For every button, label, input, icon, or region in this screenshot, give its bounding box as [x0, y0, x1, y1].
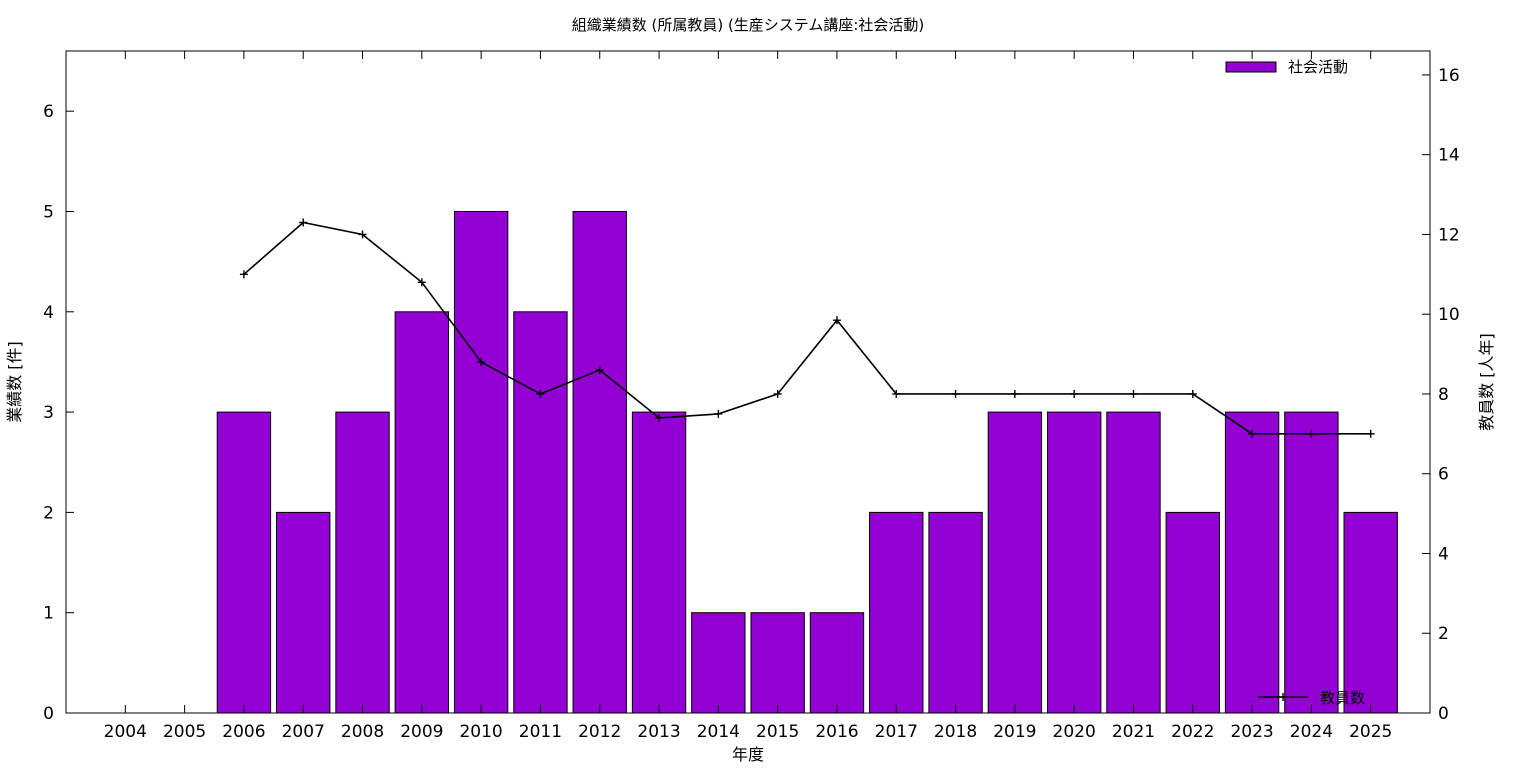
bar-2021 — [1106, 411, 1161, 714]
x-tick-label: 2010 — [459, 722, 502, 742]
y-tick-label: 4 — [43, 303, 54, 323]
point-2012 — [595, 366, 604, 375]
bar-2022 — [1165, 511, 1220, 714]
y-tick-label: 1 — [43, 604, 54, 624]
line-series — [239, 218, 1375, 438]
x-tick-label: 2004 — [104, 722, 147, 742]
x-tick-label: 2017 — [875, 722, 918, 742]
bar-2019 — [987, 411, 1043, 714]
x-tick-label: 2013 — [637, 722, 680, 742]
x-tick-label: 2008 — [341, 722, 384, 742]
point-2020 — [1070, 389, 1079, 398]
point-2017 — [892, 389, 901, 398]
bar-2025 — [1343, 511, 1398, 714]
y-tick-label: 2 — [43, 503, 54, 523]
bar-2018 — [928, 511, 983, 714]
legend-line-label: 教員数 — [1320, 689, 1365, 707]
x-tick-label: 2019 — [993, 722, 1036, 742]
x-tick-label: 2009 — [400, 722, 443, 742]
bar-2007 — [276, 511, 331, 714]
bar-2014 — [691, 612, 746, 714]
x-tick-label: 2012 — [578, 722, 621, 742]
x-tick-label: 2023 — [1230, 722, 1273, 742]
y2-tick-label: 2 — [1438, 624, 1449, 644]
point-2011 — [536, 389, 545, 398]
line-path — [243, 221, 1371, 435]
bar-series — [216, 210, 1398, 714]
bar-2015 — [750, 612, 805, 714]
point-2013 — [655, 413, 664, 422]
y2-tick-label: 16 — [1438, 66, 1460, 86]
bar-2023 — [1224, 411, 1280, 714]
point-2023 — [1248, 429, 1257, 438]
y-tick-label: 0 — [43, 704, 54, 724]
x-tick-label: 2011 — [519, 722, 562, 742]
point-2024 — [1307, 429, 1316, 438]
x-tick-label: 2022 — [1171, 722, 1214, 742]
plot-frame — [65, 50, 1431, 714]
y-tick-label: 6 — [43, 102, 54, 122]
y-tick-label: 3 — [43, 403, 54, 423]
legend-bar-swatch — [1225, 61, 1277, 73]
y2-tick-label: 8 — [1438, 385, 1449, 405]
bar-2010 — [453, 210, 509, 714]
bar-2024 — [1284, 411, 1339, 714]
point-2006 — [239, 270, 248, 279]
y2-tick-label: 10 — [1438, 305, 1460, 325]
y2-tick-label: 6 — [1438, 465, 1449, 485]
y2-tick-label: 4 — [1438, 544, 1449, 564]
point-2025 — [1366, 429, 1375, 438]
point-2019 — [1010, 389, 1019, 398]
bar-2011 — [513, 311, 568, 714]
x-tick-label: 2007 — [282, 722, 325, 742]
x-tick-label: 2006 — [222, 722, 265, 742]
bar-2008 — [335, 411, 390, 714]
point-2007 — [299, 218, 308, 227]
point-2014 — [714, 409, 723, 418]
x-tick-label: 2015 — [756, 722, 799, 742]
y2-tick-label: 14 — [1438, 146, 1460, 166]
x-tick-label: 2016 — [815, 722, 858, 742]
legend: 社会活動 教員数 — [1225, 58, 1365, 707]
bar-2020 — [1046, 411, 1102, 714]
bar-2016 — [809, 612, 865, 714]
point-2009 — [417, 278, 426, 287]
bar-2017 — [869, 511, 924, 714]
point-2015 — [773, 389, 782, 398]
x-tick-label: 2024 — [1290, 722, 1333, 742]
point-2016 — [832, 316, 841, 325]
bar-2009 — [394, 311, 450, 714]
x-tick-label: 2014 — [697, 722, 740, 742]
point-2008 — [358, 230, 367, 239]
point-2010 — [477, 358, 486, 367]
x-tick-label: 2005 — [163, 722, 206, 742]
legend-line-swatch — [1258, 693, 1308, 701]
x-tick-label: 2021 — [1112, 722, 1155, 742]
bar-2012 — [572, 210, 627, 714]
chart-title: 組織業績数 (所属教員) (生産システム講座:社会活動) — [572, 16, 925, 34]
point-2022 — [1188, 389, 1197, 398]
y2-axis-label: 教員数 [人年] — [1477, 333, 1496, 431]
point-2018 — [951, 389, 960, 398]
x-tick-label: 2025 — [1349, 722, 1392, 742]
x-axis-label: 年度 — [732, 745, 764, 764]
y2-tick-label: 12 — [1438, 225, 1460, 245]
y-axis-label: 業績数 [件] — [5, 341, 24, 423]
bar-2013 — [631, 411, 687, 714]
x-tick-label: 2020 — [1053, 722, 1096, 742]
y-tick-label: 5 — [43, 202, 54, 222]
legend-bar-label: 社会活動 — [1288, 58, 1348, 76]
y2-tick-label: 0 — [1438, 704, 1449, 724]
point-2021 — [1129, 389, 1138, 398]
bar-2006 — [216, 411, 272, 714]
x-tick-label: 2018 — [934, 722, 977, 742]
